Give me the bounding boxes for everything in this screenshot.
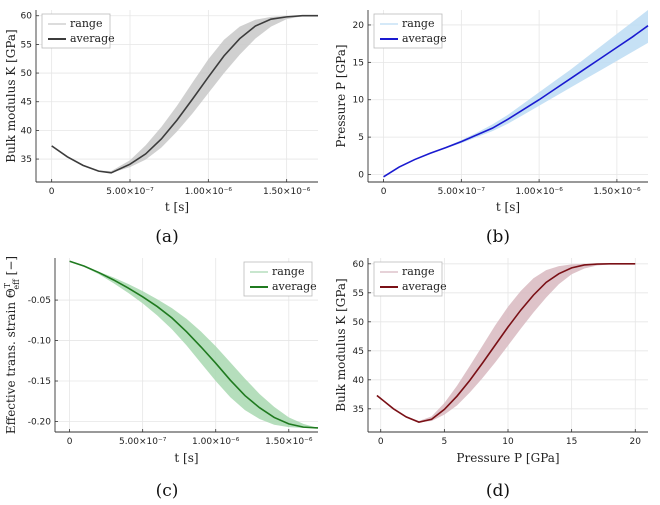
x-tick-label: 1.00×10⁻⁶ — [185, 187, 233, 197]
y-tick-label: 0 — [358, 171, 364, 181]
x-tick-label: 20 — [630, 437, 642, 447]
y-axis-label-main: Bulk modulus K [GPa] — [334, 278, 348, 411]
x-tick-label: 1.00×10⁻⁶ — [192, 437, 240, 447]
x-tick-label: 0 — [67, 437, 73, 447]
y-tick-label: -0.20 — [28, 417, 52, 427]
y-axis-label-sub: eff — [12, 278, 21, 290]
range-band — [69, 261, 318, 428]
y-tick-label: 15 — [353, 58, 364, 68]
legend-label-range: range — [402, 17, 434, 30]
legend-label-average: average — [272, 280, 317, 293]
average-line — [376, 262, 636, 423]
legend-label-average: average — [70, 32, 115, 45]
x-axis-label: t [s] — [165, 200, 189, 214]
legend: range average — [41, 13, 115, 49]
x-tick-label: 5.00×10⁻⁷ — [119, 437, 167, 447]
y-tick-label: 35 — [353, 405, 364, 415]
panel-d: 0 5 10 15 20 35 40 45 50 55 60 Pressure P [GPa] Bulk… — [334, 258, 648, 501]
x-tick-label: 0 — [49, 187, 55, 197]
y-axis-label-sup: T — [3, 282, 12, 288]
legend: range average — [373, 13, 447, 49]
y-tick-label: 60 — [21, 12, 33, 22]
panel-caption: (a) — [155, 227, 178, 247]
y-tick-label: 40 — [353, 376, 365, 386]
x-tick-label: 5 — [441, 437, 447, 447]
range-band — [376, 263, 636, 423]
panel-caption: (c) — [156, 481, 179, 501]
x-tick-label: 1.50×10⁻⁶ — [263, 187, 311, 197]
y-axis-label-main: Effective trans. strain Θ — [4, 288, 18, 434]
y-tick-label: 50 — [353, 318, 365, 328]
y-tick-label: -0.05 — [28, 296, 51, 306]
legend: range average — [243, 261, 317, 297]
y-tick-label: 60 — [353, 260, 365, 270]
legend-label-range: range — [402, 265, 434, 278]
x-tick-label: 0 — [378, 437, 384, 447]
x-tick-label: 5.00×10⁻⁷ — [438, 187, 486, 197]
y-tick-label: 45 — [353, 347, 364, 357]
average-line — [383, 25, 649, 178]
x-axis-label: t [s] — [174, 451, 198, 465]
x-axis-label: Pressure P [GPa] — [456, 451, 559, 465]
y-axis-label-main: Bulk modulus K [GPa] — [4, 29, 18, 162]
y-tick-label: -0.15 — [28, 377, 51, 387]
y-axis-label: Bulk modulus K [GPa] — [4, 29, 18, 162]
panel-caption: (d) — [486, 481, 510, 501]
legend-box — [243, 261, 313, 297]
panel-caption: (b) — [486, 227, 510, 247]
y-axis-label: Bulk modulus K [GPa] — [334, 278, 348, 411]
legend-box — [41, 13, 111, 49]
x-tick-label: 1.50×10⁻⁶ — [265, 437, 313, 447]
y-tick-label: 10 — [353, 96, 365, 106]
y-axis-label: Pressure P [GPa] — [334, 44, 348, 147]
x-axis-label: t [s] — [496, 200, 520, 214]
legend-label-range: range — [272, 265, 304, 278]
legend: range average — [373, 261, 447, 297]
y-tick-label: -0.10 — [28, 337, 52, 347]
panel-a: 0 5.00×10⁻⁷ 1.00×10⁻⁶ 1.50×10⁻⁶ 35 40 45 50 55 60… — [4, 10, 319, 247]
y-axis-label: Effective trans. strain ΘTeff [−] — [3, 256, 21, 434]
legend-label-average: average — [402, 280, 447, 293]
y-axis-label-unit: [−] — [4, 256, 18, 279]
x-tick-label: 5.00×10⁻⁷ — [106, 187, 154, 197]
x-tick-label: 15 — [566, 437, 577, 447]
legend-label-average: average — [402, 32, 447, 45]
panel-b: 0 5.00×10⁻⁷ 1.00×10⁻⁶ 1.50×10⁻⁶ 0 5 10 15 20 t [s… — [334, 10, 649, 247]
y-tick-label: 45 — [21, 98, 32, 108]
y-tick-label: 5 — [358, 133, 364, 143]
x-tick-label: 0 — [381, 187, 387, 197]
y-tick-label: 50 — [21, 69, 33, 79]
x-tick-label: 10 — [502, 437, 514, 447]
average-line — [51, 14, 318, 174]
range-band — [51, 15, 319, 173]
average-line — [69, 260, 319, 429]
legend-box — [373, 261, 443, 297]
x-tick-label: 1.00×10⁻⁶ — [515, 187, 563, 197]
legend-label-range: range — [70, 17, 102, 30]
panel-c: 0 5.00×10⁻⁷ 1.00×10⁻⁶ 1.50×10⁻⁶ -0.20 -0.15 -0… — [3, 256, 319, 501]
legend-box — [373, 13, 443, 49]
y-tick-label: 20 — [353, 21, 365, 31]
y-tick-label: 35 — [21, 155, 32, 165]
y-tick-label: 55 — [353, 289, 364, 299]
y-tick-label: 40 — [21, 126, 33, 136]
y-tick-label: 55 — [21, 40, 32, 50]
x-tick-label: 1.50×10⁻⁶ — [593, 187, 641, 197]
y-axis-label-main: Pressure P [GPa] — [334, 44, 348, 147]
